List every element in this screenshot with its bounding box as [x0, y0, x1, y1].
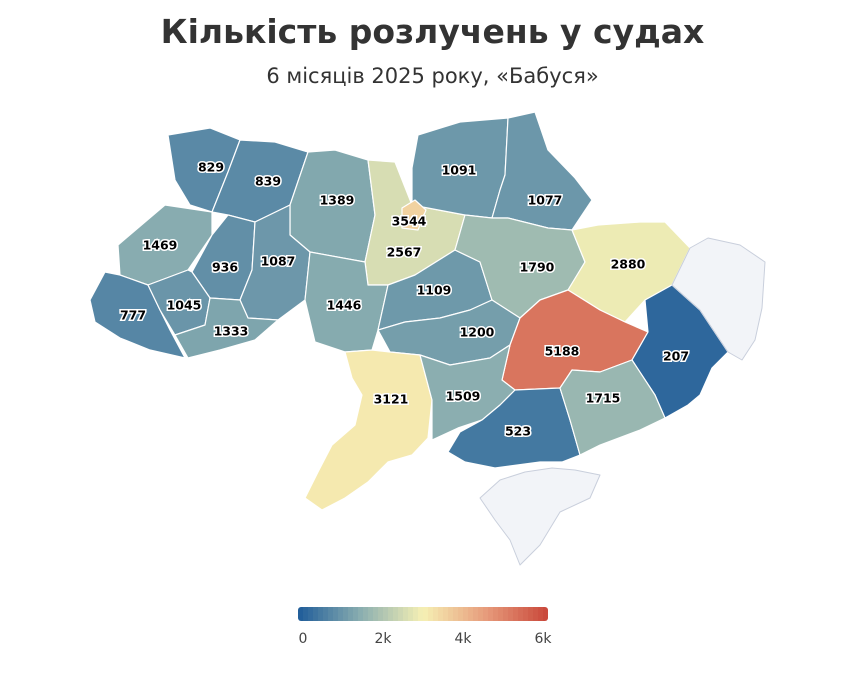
legend-gradient-segment: [513, 607, 518, 621]
legend-gradient-segment: [383, 607, 388, 621]
legend-gradient-segment: [493, 607, 498, 621]
value-label-ivano-frankivsk: 1045: [167, 298, 202, 313]
region-zaporizhzhia: [559, 359, 666, 456]
legend-tick-label: 6k: [534, 631, 552, 647]
value-label-rivne: 839: [255, 174, 281, 189]
value-label-cherkasy: 1109: [417, 283, 452, 298]
legend-gradient-segment: [413, 607, 418, 621]
value-label-khmelnytskyi: 1087: [261, 254, 296, 269]
legend-gradient-segment: [453, 607, 458, 621]
value-label-ternopil: 936: [212, 260, 238, 275]
value-label-kyiv-city: 3544: [392, 214, 427, 229]
legend-gradient-segment: [463, 607, 468, 621]
legend-gradient-segment: [328, 607, 333, 621]
value-label-vinnytsia: 1446: [327, 298, 362, 313]
legend-gradient-segment: [398, 607, 403, 621]
color-legend-ticks: 0 2k 4k 6k: [298, 621, 552, 647]
color-legend: 0 2k 4k 6k: [298, 607, 552, 647]
legend-gradient-segment: [318, 607, 323, 621]
legend-gradient-segment: [438, 607, 443, 621]
legend-gradient-segment: [348, 607, 353, 621]
value-label-odesa: 3121: [374, 392, 409, 407]
legend-gradient-segment: [458, 607, 463, 621]
legend-gradient-segment: [298, 607, 303, 621]
region-zakarpattia: [89, 271, 186, 359]
map-title: Кількість розлучень у судах: [160, 12, 705, 51]
legend-gradient-segment: [448, 607, 453, 621]
legend-gradient-segment: [483, 607, 488, 621]
legend-gradient-segment: [363, 607, 368, 621]
region-chernivtsi: [174, 297, 279, 359]
legend-gradient-segment: [373, 607, 378, 621]
value-label-kharkiv: 2880: [611, 257, 646, 272]
region-sumy: [491, 111, 593, 231]
value-label-lviv: 1469: [143, 238, 178, 253]
region-vinnytsia: [304, 251, 389, 353]
map-subtitle: 6 місяців 2025 року, «Бабуся»: [266, 64, 599, 88]
value-label-kyiv-oblast: 2567: [387, 245, 422, 260]
legend-gradient-segment: [388, 607, 393, 621]
legend-gradient-segment: [498, 607, 503, 621]
value-label-dnipropetrovsk: 5188: [545, 344, 580, 359]
region-crimea: [479, 467, 601, 566]
value-label-donetsk: 207: [663, 349, 689, 364]
legend-gradient-segment: [433, 607, 438, 621]
region-luhansk: [671, 237, 766, 361]
legend-gradient-segment: [528, 607, 533, 621]
legend-gradient-segment: [418, 607, 423, 621]
legend-gradient-segment: [313, 607, 318, 621]
value-label-zhytomyr: 1389: [320, 193, 355, 208]
legend-tick-label: 2k: [374, 631, 392, 647]
color-legend-bar: [298, 607, 548, 621]
legend-gradient-segment: [378, 607, 383, 621]
region-khmelnytskyi: [239, 204, 311, 321]
legend-gradient-segment: [303, 607, 308, 621]
value-label-zakarpattia: 777: [120, 308, 146, 323]
legend-gradient-segment: [333, 607, 338, 621]
value-label-zaporizhzhia: 1715: [586, 391, 621, 406]
value-label-poltava: 1790: [520, 260, 555, 275]
legend-gradient-segment: [473, 607, 478, 621]
legend-gradient-segment: [308, 607, 313, 621]
value-label-chernivtsi: 1333: [214, 324, 249, 339]
legend-gradient-segment: [533, 607, 538, 621]
legend-tick-label: 4k: [454, 631, 472, 647]
value-label-sumy: 1077: [528, 193, 563, 208]
legend-gradient-segment: [443, 607, 448, 621]
legend-gradient-segment: [488, 607, 493, 621]
legend-gradient-segment: [338, 607, 343, 621]
legend-gradient-segment: [343, 607, 348, 621]
value-label-kherson: 523: [505, 424, 531, 439]
value-label-kirovohrad: 1200: [460, 325, 495, 340]
legend-gradient-segment: [323, 607, 328, 621]
legend-gradient-segment: [368, 607, 373, 621]
legend-gradient-segment: [508, 607, 513, 621]
legend-tick-label: 0: [298, 631, 308, 647]
legend-gradient-segment: [423, 607, 428, 621]
region-odesa: [304, 349, 433, 511]
legend-gradient-segment: [523, 607, 528, 621]
value-label-mykolaiv: 1509: [446, 389, 481, 404]
legend-gradient-segment: [403, 607, 408, 621]
legend-gradient-segment: [408, 607, 413, 621]
legend-gradient-segment: [503, 607, 508, 621]
legend-gradient-segment: [478, 607, 483, 621]
legend-gradient-segment: [518, 607, 523, 621]
legend-gradient-segment: [538, 607, 543, 621]
value-label-chernihiv: 1091: [442, 163, 477, 178]
legend-gradient-segment: [393, 607, 398, 621]
legend-gradient-segment: [358, 607, 363, 621]
region-kyiv-city: [401, 199, 427, 231]
legend-gradient-segment: [428, 607, 433, 621]
legend-gradient-segment: [543, 607, 548, 621]
ukraine-choropleth-map: 829 839 1389 2567 3544 1091 1077 1469 936 1087 144…: [89, 111, 766, 566]
value-label-volyn: 829: [198, 160, 224, 175]
legend-gradient-segment: [353, 607, 358, 621]
legend-gradient-segment: [468, 607, 473, 621]
